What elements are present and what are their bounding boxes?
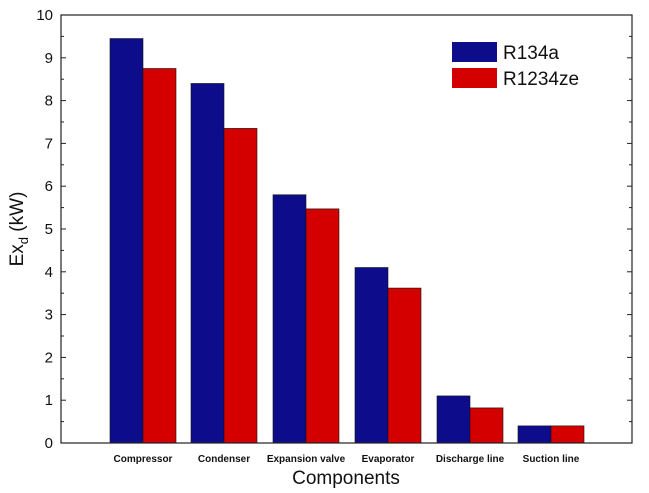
bar-r134a-evaporator: [354, 267, 389, 444]
y-tick-label-10: 10: [36, 7, 53, 24]
y-tick-label-4: 4: [45, 264, 53, 281]
y-tick-label-8: 8: [45, 93, 53, 110]
ticks-group: 0 1 2 3 4 5 6 7 8 9 10 Compressor Condenser Expansion…: [36, 7, 632, 465]
x-tick-label-discharge-line: Discharge line: [436, 454, 505, 465]
y-tick-label-0: 0: [45, 435, 53, 452]
x-tick-label-expansion-valve: Expansion valve: [267, 454, 346, 465]
bar-r134a-expansion-valve: [272, 194, 307, 444]
x-tick-label-suction-line: Suction line: [523, 454, 580, 465]
bar-r1234ze-discharge-line: [469, 407, 504, 444]
y-axis-title-subscript: d: [16, 237, 31, 244]
legend: R134a R1234ze: [452, 42, 579, 90]
y-tick-label-5: 5: [45, 221, 53, 238]
x-tick-label-evaporator: Evaporator: [362, 454, 415, 465]
legend-swatch-r1234ze: [452, 68, 497, 88]
bar-r134a-compressor: [109, 38, 144, 444]
x-tick-label-compressor: Compressor: [114, 454, 173, 465]
bar-r1234ze-expansion-valve: [305, 208, 340, 444]
legend-label-r1234ze: R1234ze: [503, 69, 579, 90]
bar-r1234ze-suction-line: [550, 425, 585, 444]
bars-group: [109, 38, 585, 444]
legend-swatch-r134a: [452, 42, 497, 62]
y-axis-title-unit: (kW): [7, 192, 28, 237]
bar-r1234ze-condenser: [223, 128, 258, 444]
x-tick-label-condenser: Condenser: [198, 454, 250, 465]
x-axis-title: Components: [292, 468, 400, 489]
bar-r134a-suction-line: [517, 425, 552, 444]
y-axis-title-main: Ex: [7, 244, 28, 267]
y-tick-label-6: 6: [45, 178, 53, 195]
legend-label-r134a: R134a: [503, 43, 559, 64]
bar-r1234ze-compressor: [142, 68, 177, 444]
y-tick-label-2: 2: [45, 349, 53, 366]
y-axis-title: Exd (kW): [7, 192, 31, 267]
bar-r134a-discharge-line: [436, 395, 471, 444]
y-tick-label-3: 3: [45, 307, 53, 324]
y-tick-label-9: 9: [45, 50, 53, 67]
y-tick-label-7: 7: [45, 135, 53, 152]
bar-r134a-condenser: [190, 83, 225, 444]
y-tick-label-1: 1: [45, 392, 53, 409]
bar-r1234ze-evaporator: [387, 287, 422, 444]
